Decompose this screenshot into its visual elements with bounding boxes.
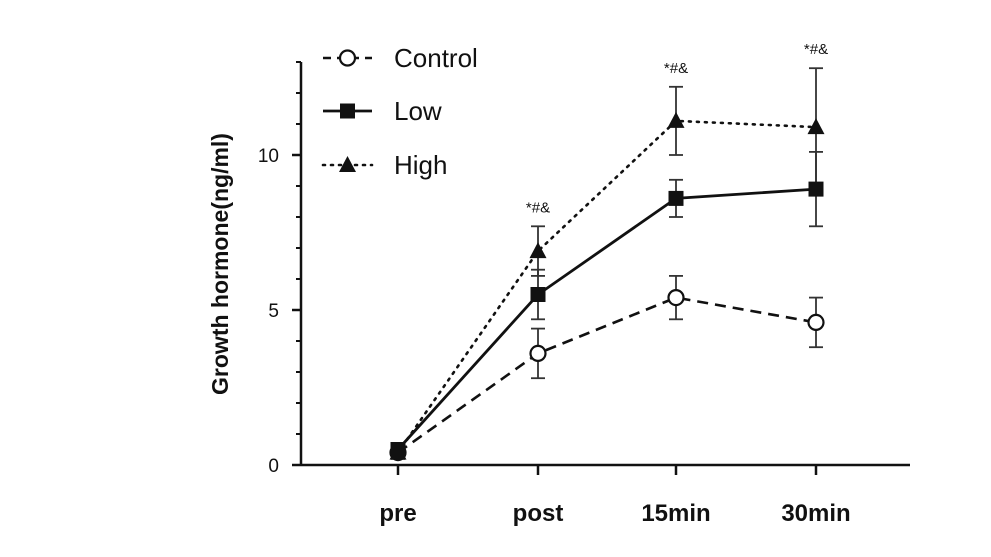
series-line-low xyxy=(396,187,817,451)
x-tick-label: 15min xyxy=(641,500,710,527)
y-tick-label: 10 xyxy=(258,146,279,167)
point-low xyxy=(668,190,684,206)
point-high xyxy=(529,242,547,259)
y-tick-label: 5 xyxy=(268,301,279,322)
error-bars xyxy=(391,67,823,460)
y-axis-label: Growth hormone(ng/ml) xyxy=(207,133,233,395)
y-tick-label: 0 xyxy=(268,456,279,477)
legend-label-low: Low xyxy=(394,96,442,126)
legend-marker-low xyxy=(340,103,355,119)
legend-marker-control xyxy=(338,49,357,67)
markers xyxy=(389,111,825,462)
legend-label-control: Control xyxy=(394,43,478,73)
series-line-control xyxy=(397,296,817,454)
point-low xyxy=(808,181,824,197)
y-ticks: 0 5 10 xyxy=(258,61,301,477)
legend: Control Low High xyxy=(321,43,478,180)
point-high xyxy=(389,443,407,460)
significance-annotation: *#& xyxy=(804,41,828,58)
point-control xyxy=(529,344,547,362)
series-lines xyxy=(396,119,818,454)
point-high xyxy=(807,118,825,135)
legend-marker-high xyxy=(339,156,356,172)
x-tick-label: 30min xyxy=(781,500,850,527)
significance-annotation: *#& xyxy=(526,199,550,216)
series-line-high xyxy=(396,119,818,454)
point-control xyxy=(807,313,825,331)
x-tick-label: post xyxy=(513,500,564,527)
axes xyxy=(299,62,910,467)
point-high xyxy=(667,111,685,128)
annotations: *#& *#& *#& xyxy=(526,41,828,216)
point-low xyxy=(530,287,546,302)
point-control xyxy=(667,289,685,307)
significance-annotation: *#& xyxy=(664,60,688,77)
x-ticks: pre post 15min 30min xyxy=(379,465,851,527)
legend-label-high: High xyxy=(394,150,447,180)
x-tick-label: pre xyxy=(379,500,416,527)
